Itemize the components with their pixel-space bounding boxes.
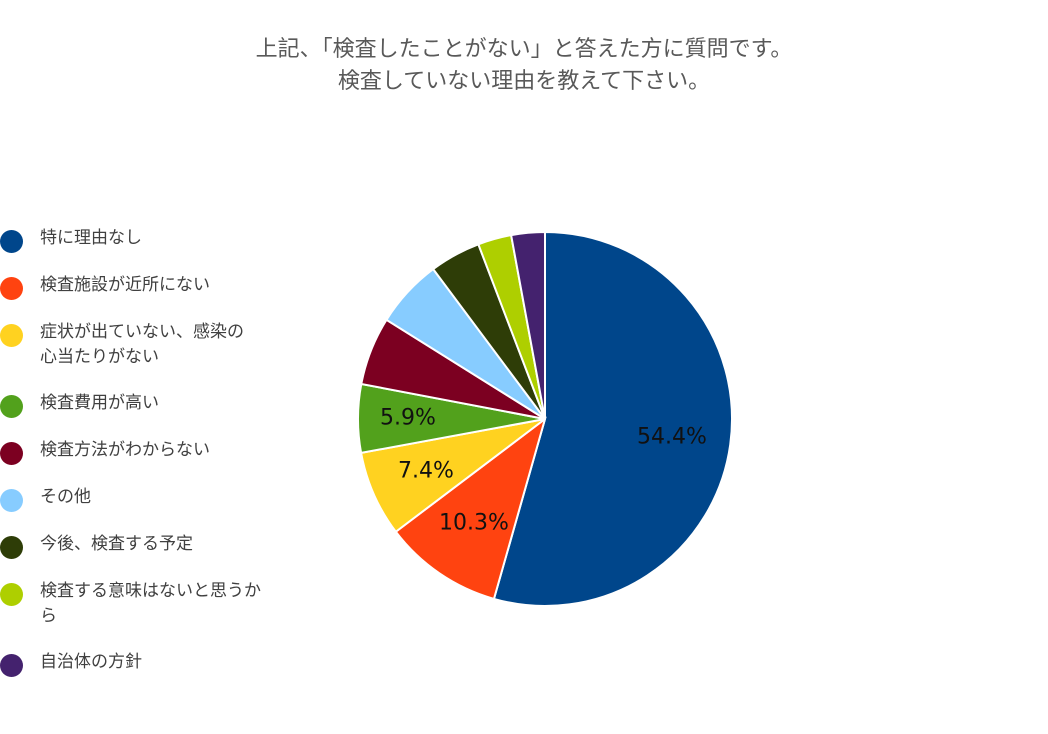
data-label-3: 7.4% (398, 459, 454, 484)
legend-label-5: 検査方法がわからない (40, 438, 285, 463)
legend-label-2: 検査施設が近所にない (40, 273, 285, 298)
legend-swatch-4 (0, 395, 23, 418)
legend-label-line: 特に理由なし (40, 228, 142, 248)
legend-label-8: 検査する意味はないと思うから (40, 579, 285, 629)
legend-swatch-9 (0, 654, 23, 677)
legend-label-6: その他 (40, 485, 285, 510)
legend-swatch-6 (0, 489, 23, 512)
legend-label-line: 検査方法がわからない (40, 440, 210, 460)
data-label-4: 5.9% (380, 406, 436, 431)
chart-title-line-1: 上記、「検査したことがない」と答えた方に質問です。 (255, 37, 793, 62)
legend-label-line: 検査費用が高い (40, 393, 159, 413)
legend-swatch-1 (0, 230, 23, 253)
legend-label-line: 検査施設が近所にない (40, 275, 210, 295)
legend-label-line: 今後、検査する予定 (40, 534, 193, 554)
pie-slice-1 (492, 230, 733, 607)
legend-swatch-2 (0, 277, 23, 300)
legend-swatch-5 (0, 442, 23, 465)
legend-label-9: 自治体の方針 (40, 650, 285, 675)
legend-label-line: その他 (40, 487, 91, 507)
data-label-1: 54.4% (637, 425, 707, 450)
legend-label-4: 検査費用が高い (40, 391, 285, 416)
legend-swatch-3 (0, 324, 23, 347)
legend-label-line: ら (40, 606, 57, 626)
pie-slice-9 (509, 230, 546, 420)
legend-label-line: 自治体の方針 (40, 652, 142, 672)
legend-swatch-7 (0, 536, 23, 559)
legend-label-line: 心当たりがない (40, 347, 159, 367)
chart-title-line-2: 検査していない理由を教えて下さい。 (337, 69, 711, 94)
chart-title: 上記、「検査したことがない」と答えた方に質問です。 検査していない理由を教えて下… (0, 34, 1048, 98)
legend-label-line: 検査する意味はないと思うか (40, 581, 261, 601)
legend-label-line: 症状が出ていない、感染の (40, 322, 244, 342)
legend-swatch-8 (0, 583, 23, 606)
legend-label-7: 今後、検査する予定 (40, 532, 285, 557)
data-label-2: 10.3% (439, 511, 509, 536)
pie-slice-2 (394, 416, 547, 601)
legend-label-1: 特に理由なし (40, 226, 285, 251)
legend-label-3: 症状が出ていない、感染の 心当たりがない (40, 320, 285, 370)
